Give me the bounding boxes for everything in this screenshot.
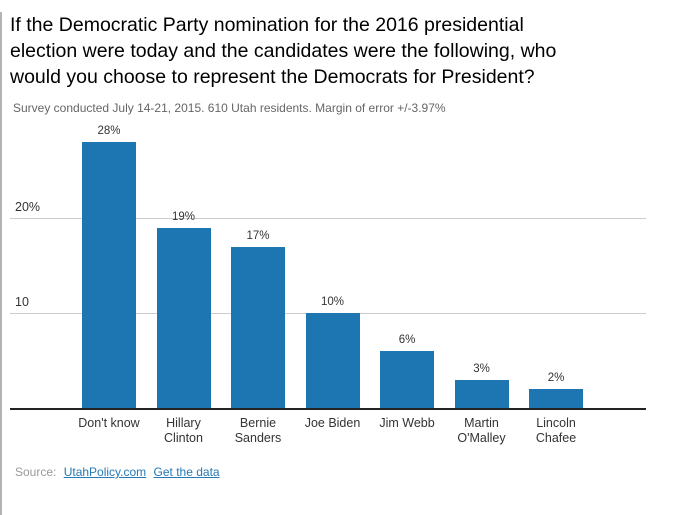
bar-value-label: 19%	[171, 210, 196, 223]
y-axis-tick-label: 10	[15, 295, 29, 309]
category-label: Jim Webb	[379, 416, 435, 430]
category-label: Lincoln Chafee	[535, 416, 577, 445]
source-line: Source: UtahPolicy.com Get the data	[15, 465, 679, 479]
chart-subtitle: Survey conducted July 14-21, 2015. 610 U…	[13, 101, 446, 115]
chart-title: If the Democratic Party nomination for t…	[10, 14, 557, 88]
bar	[231, 246, 285, 408]
category-label: Joe Biden	[304, 416, 361, 430]
bar	[305, 313, 360, 408]
bar-value-label: 6%	[398, 334, 416, 346]
get-data-link[interactable]: Get the data	[153, 465, 220, 479]
category-label: Don't know	[78, 416, 140, 430]
bar-value-label: 2%	[547, 372, 565, 384]
bar	[82, 142, 136, 408]
y-axis-tick-label: 20%	[15, 200, 41, 214]
category-label: Bernie Sanders	[234, 416, 282, 445]
bar	[156, 227, 211, 408]
category-label: Martin O'Malley	[457, 416, 506, 445]
bar-value-label: 10%	[320, 296, 345, 308]
bar-chart: 20% 10 28% Don't know 19% Hillary Clinton 17% B…	[2, 121, 679, 451]
source-link[interactable]: UtahPolicy.com	[63, 465, 147, 479]
category-label: Hillary Clinton	[164, 416, 203, 445]
gridline	[10, 218, 646, 219]
bar	[454, 379, 509, 408]
x-axis-line	[10, 408, 646, 410]
bar	[529, 389, 583, 408]
bar-value-label: 3%	[473, 362, 490, 375]
bar-value-label: 28%	[97, 125, 121, 137]
source-label: Source:	[15, 465, 57, 479]
bar	[380, 351, 434, 408]
chart-card: If the Democratic Party nomination for t…	[0, 12, 679, 515]
bar-value-label: 17%	[246, 229, 270, 242]
